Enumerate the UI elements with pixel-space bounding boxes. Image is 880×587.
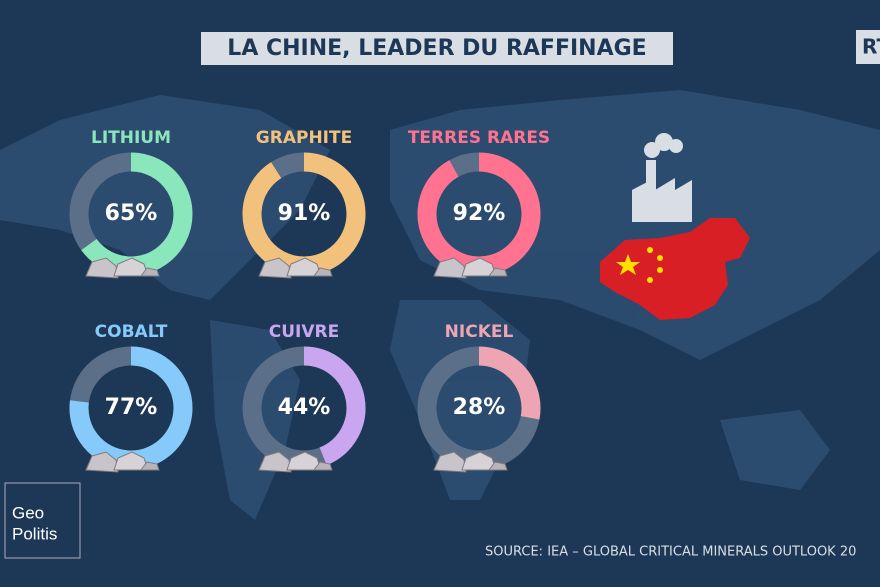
donut-arc [81, 152, 193, 276]
title: LA CHINE, LEADER DU RAFFINAGE [227, 36, 646, 61]
donut-arc [242, 152, 366, 276]
donut-title: LITHIUM [91, 128, 171, 148]
donut-title: COBALT [95, 322, 168, 342]
china-map [600, 218, 750, 320]
logo: RT [862, 35, 880, 59]
value-label: 28% [453, 395, 506, 420]
donut-arc [69, 346, 193, 470]
rock [258, 257, 292, 279]
factory-icon [632, 133, 692, 222]
rock [433, 451, 467, 473]
rock [433, 257, 467, 279]
brand-frame [4, 482, 81, 559]
logo-box [856, 30, 880, 64]
rock [140, 461, 160, 471]
rock [85, 451, 119, 473]
title-box [201, 32, 673, 65]
value-label: 77% [105, 395, 158, 420]
rock [488, 461, 508, 471]
value-label: 65% [105, 201, 158, 226]
source: SOURCE: IEA – GLOBAL CRITICAL MINERALS O… [485, 545, 856, 560]
brand-line-1: Geo [12, 503, 44, 522]
donut-title: CUIVRE [269, 322, 339, 342]
rock [258, 451, 292, 473]
rock [488, 267, 508, 277]
value-label: 91% [278, 201, 331, 226]
rock [85, 257, 119, 279]
brand-line-2: Politis [12, 524, 57, 543]
donut-arc [478, 346, 541, 420]
donut-title: GRAPHITE [256, 128, 352, 148]
rock [313, 267, 333, 277]
donut-title: TERRES RARES [408, 128, 550, 148]
rock [313, 461, 333, 471]
value-label: 44% [278, 395, 331, 420]
flag-stars [616, 247, 663, 283]
donut-title: NICKEL [445, 322, 514, 342]
rock [140, 267, 160, 277]
donut-arc [303, 346, 366, 466]
value-label: 92% [453, 201, 506, 226]
